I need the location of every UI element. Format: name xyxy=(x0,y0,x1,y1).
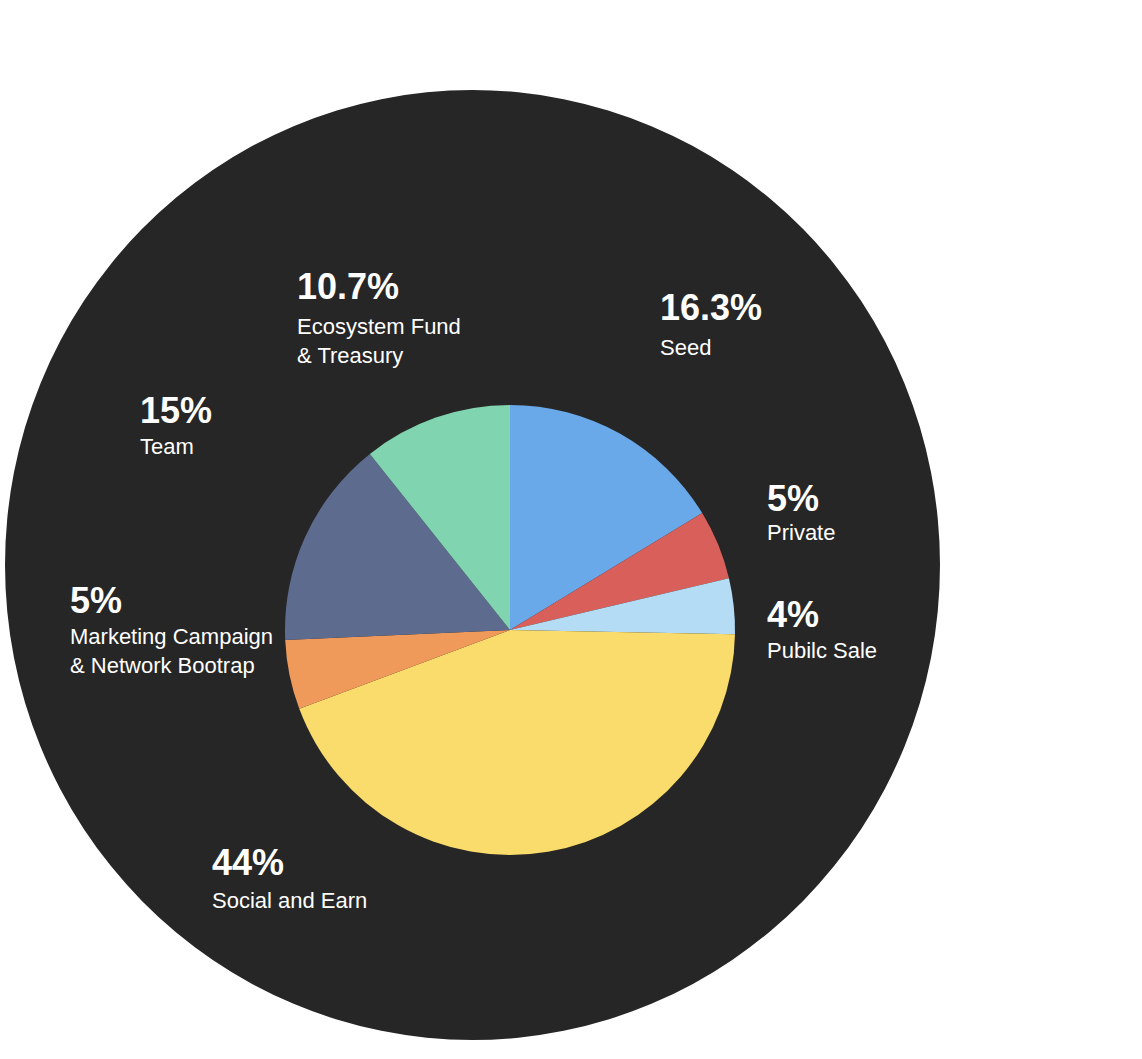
svg-text:5%: 5% xyxy=(70,580,122,621)
svg-text:16.3%: 16.3% xyxy=(660,287,762,328)
svg-text:Team: Team xyxy=(140,434,194,459)
svg-text:44%: 44% xyxy=(212,842,284,883)
svg-text:Social and Earn: Social and Earn xyxy=(212,888,367,913)
svg-text:Marketing Campaign& Network Bo: Marketing Campaign& Network Bootrap xyxy=(70,624,273,678)
svg-text:Pubilc Sale: Pubilc Sale xyxy=(767,638,877,663)
svg-text:5%: 5% xyxy=(767,478,819,519)
svg-text:15%: 15% xyxy=(140,390,212,431)
svg-text:4%: 4% xyxy=(767,594,819,635)
svg-text:10.7%: 10.7% xyxy=(297,266,399,307)
svg-text:Ecosystem Fund& Treasury: Ecosystem Fund& Treasury xyxy=(297,314,461,368)
svg-text:Seed: Seed xyxy=(660,335,711,360)
svg-text:Private: Private xyxy=(767,520,835,545)
